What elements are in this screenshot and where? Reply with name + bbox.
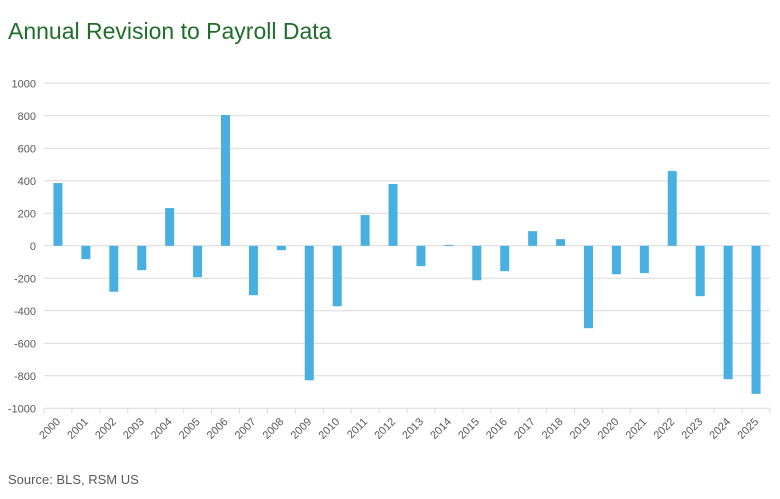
bar-2012 — [388, 184, 398, 246]
y-tick-label: -600 — [14, 338, 36, 350]
x-tick-label: 2009 — [289, 416, 315, 442]
x-tick-label: 2007 — [233, 416, 259, 442]
y-tick-label: -200 — [14, 273, 36, 285]
x-tick-label: 2018 — [540, 416, 566, 442]
bar-2016 — [500, 245, 510, 272]
bar-2005 — [193, 245, 203, 278]
x-tick-label: 2019 — [568, 416, 594, 442]
x-tick-label: 2011 — [345, 416, 370, 441]
bar-2013 — [416, 245, 426, 267]
bar-2017 — [528, 231, 538, 246]
x-tick-label: 2017 — [512, 416, 538, 442]
y-tick-label: 800 — [18, 111, 36, 123]
bar-2009 — [304, 245, 314, 381]
y-tick-label: -800 — [14, 371, 36, 383]
bar-2022 — [667, 171, 677, 246]
x-tick-label: 2013 — [400, 416, 426, 442]
y-tick-label: 400 — [18, 176, 36, 188]
x-tick-label: 2002 — [93, 416, 119, 442]
x-tick-label: 2023 — [680, 416, 706, 442]
x-tick-label: 2025 — [735, 416, 761, 442]
x-tick-label: 2016 — [484, 416, 510, 442]
x-tick-label: 2014 — [428, 416, 454, 442]
x-tick-label: 2005 — [177, 416, 203, 442]
x-tick-label: 2010 — [317, 416, 343, 442]
y-tick-label: 1000 — [12, 78, 36, 90]
x-tick-label: 2003 — [121, 416, 147, 442]
bar-2004 — [165, 208, 175, 246]
bar-2018 — [556, 239, 566, 246]
bar-2002 — [109, 245, 119, 292]
bar-2010 — [332, 245, 342, 307]
bar-2003 — [137, 245, 147, 271]
bar-2000 — [53, 183, 63, 246]
bar-2024 — [723, 245, 733, 380]
bar-2006 — [221, 114, 230, 246]
x-tick-label: 2000 — [37, 416, 63, 442]
x-tick-label: 2021 — [624, 416, 650, 442]
y-tick-label: -400 — [14, 306, 36, 318]
x-tick-label: 2004 — [149, 416, 175, 442]
bar-2021 — [639, 245, 649, 274]
x-tick-label: 2024 — [707, 416, 733, 442]
y-tick-label: 200 — [18, 208, 36, 220]
y-tick-label: 600 — [18, 143, 36, 155]
x-tick-label: 2015 — [456, 416, 482, 442]
bar-2025 — [751, 245, 761, 394]
x-tick-label: 2008 — [261, 416, 287, 442]
x-tick-label: 2022 — [652, 416, 678, 442]
bar-2023 — [695, 245, 705, 297]
x-tick-label: 2001 — [65, 416, 91, 442]
y-tick-label: 0 — [30, 241, 36, 253]
bar-2020 — [611, 245, 621, 275]
bar-2019 — [584, 245, 593, 329]
y-tick-label: -1000 — [8, 403, 36, 415]
bar-2001 — [81, 245, 91, 260]
x-tick-label: 2006 — [205, 416, 231, 442]
bar-2011 — [360, 215, 370, 246]
bar-2007 — [248, 245, 258, 296]
bar-2015 — [472, 245, 482, 281]
x-tick-label: 2012 — [372, 416, 398, 442]
bar-2008 — [276, 245, 286, 251]
chart-title: Annual Revision to Payroll Data — [8, 18, 332, 44]
x-tick-label: 2020 — [596, 416, 622, 442]
bar-2014 — [444, 244, 454, 246]
source-note: Source: BLS, RSM US — [8, 472, 139, 487]
